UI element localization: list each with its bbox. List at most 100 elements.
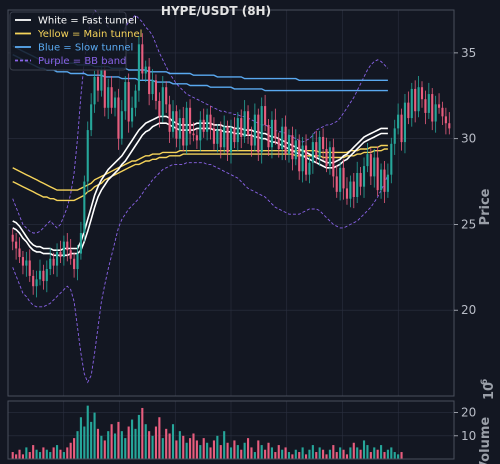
volume-bar-36 [134,428,137,459]
candle-body-35 [131,107,134,122]
candle-body-31 [117,97,120,139]
volume-bar-30 [113,433,117,459]
candle-body-55 [199,119,202,141]
candle-body-6 [32,275,35,287]
volume-bar-102 [359,449,362,459]
candle-body-99 [349,181,352,199]
candle-body-79 [281,126,284,149]
candle-body-60 [216,130,219,144]
volume-bar-58 [209,447,212,459]
candle-body-85 [301,145,304,172]
volume-bar-69 [246,438,250,459]
candle-body-123 [431,94,434,122]
volume-bar-99 [349,447,352,459]
bb-band [12,9,389,384]
candle-body-58 [209,114,212,129]
volume-bar-23 [90,421,93,459]
candle-body-88 [311,142,314,163]
volume-bar-43 [158,417,161,459]
volume-bar-8 [38,452,42,459]
volume-y-ticks: 10 20 [454,406,476,443]
candle-body-122 [427,94,430,113]
candle-body-74 [264,106,267,125]
volume-bar-0 [11,452,14,459]
volume-bar-62 [223,431,226,459]
volume-bar-20 [79,417,82,459]
volume-bar-110 [386,449,389,459]
candle-body-56 [202,119,205,132]
volume-bar-96 [339,447,342,459]
volume-bar-71 [253,452,256,459]
candle-body-45 [165,87,168,105]
candle-body-117 [410,88,413,119]
candle-body-118 [414,88,417,112]
candle-body-87 [308,162,311,175]
candle-body-104 [366,154,369,167]
candle-body-12 [52,258,55,266]
volume-bar-95 [335,452,338,459]
volume-bar-6 [32,445,35,459]
candle-body-116 [407,102,410,119]
volume-bar-64 [229,447,233,459]
volume-bar-73 [260,445,263,459]
candle-body-70 [250,135,253,146]
candle-body-13 [55,251,59,266]
volume-bar-11 [49,452,52,459]
volume-bar-83 [294,449,297,459]
volume-bar-82 [291,454,294,459]
volume-bar-15 [62,452,65,459]
volume-bar-49 [178,431,181,459]
volume-bar-97 [342,449,345,459]
candle-body-53 [192,133,195,136]
candle-body-91 [322,136,325,149]
volume-bar-63 [226,442,229,459]
volume-bar-100 [352,442,355,459]
candle-body-72 [257,114,260,153]
volume-bar-60 [216,435,219,459]
volume-exponent-power: 6 [480,379,490,385]
candle-body-76 [270,119,273,148]
y-tick-label-2: 30 [461,132,476,146]
candle-body-71 [253,114,256,146]
volume-bar-19 [76,431,79,459]
candle-body-3 [21,257,24,266]
volume-bar-108 [380,445,383,459]
volume-bar-91 [322,449,325,459]
volume-bar-27 [103,440,106,459]
volume-bar-56 [202,438,205,459]
volume-panel-frame [7,400,455,460]
volume-bar-22 [86,405,89,459]
volume-bar-46 [168,433,171,459]
candle-body-28 [107,87,110,108]
candle-body-48 [175,111,178,139]
candle-body-96 [339,167,342,192]
candle-body-127 [444,116,447,124]
y-tick-label-3: 35 [461,46,476,60]
volume-bar-52 [189,438,192,459]
candle-body-107 [376,157,379,191]
y-axis-label: Price [478,188,493,225]
volume-grid [8,401,454,459]
volume-bar-105 [369,452,372,459]
volume-bars [11,405,403,459]
candle-body-97 [342,167,345,189]
volume-bar-9 [42,447,45,459]
candle-body-93 [328,147,331,167]
volume-bar-74 [264,449,267,459]
candle-body-83 [294,140,297,160]
candle-body-30 [113,97,117,108]
volume-bar-86 [304,454,308,459]
volume-bar-81 [287,452,291,459]
volume-bar-59 [212,440,216,459]
volume-bar-44 [161,438,164,459]
candle-body-41 [151,80,154,95]
candle-body-115 [403,102,407,143]
candle-body-102 [359,172,362,187]
price-y-ticks: 20 25 30 35 [454,46,476,317]
volume-bar-37 [137,414,140,459]
volume-bar-70 [250,447,253,459]
candle-body-112 [393,128,396,144]
candle-body-82 [291,135,294,160]
candle-body-98 [345,188,349,199]
